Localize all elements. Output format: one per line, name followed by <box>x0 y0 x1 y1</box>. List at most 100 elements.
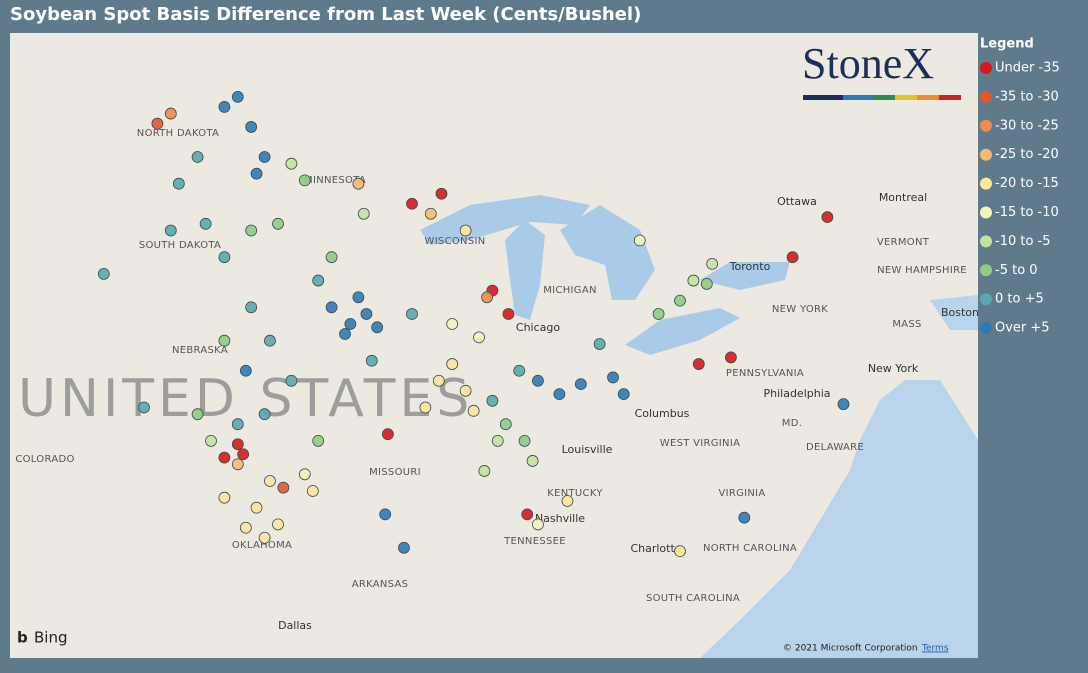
location-point <box>352 291 365 304</box>
location-point <box>205 434 217 447</box>
legend-swatch <box>980 206 992 219</box>
legend-label: -25 to -20 <box>995 147 1059 162</box>
location-point <box>532 374 544 387</box>
legend-label: -10 to -5 <box>995 234 1051 249</box>
location-point <box>379 508 392 521</box>
location-point <box>435 187 448 200</box>
location-point <box>258 531 271 544</box>
location-point <box>499 418 512 431</box>
location-point <box>432 374 445 387</box>
location-point <box>459 224 472 237</box>
place-label: PENNSYLVANIA <box>726 368 804 379</box>
location-point <box>352 177 365 190</box>
location-point <box>371 321 384 334</box>
place-label: NEBRASKA <box>172 345 228 356</box>
place-label: OKLAHOMA <box>232 540 292 551</box>
location-point <box>218 100 231 113</box>
location-point <box>245 301 258 314</box>
location-point <box>532 518 544 531</box>
lake-erie <box>625 308 740 355</box>
location-point <box>264 475 276 487</box>
legend-swatch <box>980 322 992 335</box>
location-point <box>231 438 244 451</box>
logo-bar <box>843 95 873 100</box>
location-point <box>250 167 263 180</box>
legend-swatch <box>980 148 992 161</box>
location-point <box>513 364 526 377</box>
place-label: Dallas <box>278 619 312 632</box>
location-point <box>237 448 250 461</box>
location-point <box>518 434 531 447</box>
place-label: MD. <box>782 418 802 429</box>
bing-icon: b <box>17 629 28 647</box>
location-point <box>652 308 665 320</box>
location-point <box>285 374 298 387</box>
location-point <box>199 217 212 230</box>
place-label: New York <box>868 362 919 375</box>
location-point <box>245 121 258 133</box>
location-point <box>491 434 504 447</box>
legend-swatch <box>980 235 992 248</box>
location-point <box>406 308 418 320</box>
location-point <box>344 318 357 330</box>
title: Soybean Spot Basis Difference from Last … <box>10 4 641 25</box>
location-point <box>325 301 338 314</box>
location-point <box>738 511 751 524</box>
location-point <box>674 545 686 558</box>
lake-michigan <box>505 220 545 320</box>
logo-bar <box>939 95 961 100</box>
place-label: DELAWARE <box>806 442 864 453</box>
place-label: WISCONSIN <box>425 236 486 247</box>
legend-swatch <box>980 62 992 74</box>
location-point <box>786 251 799 264</box>
location-point <box>674 294 686 307</box>
logo: StoneX <box>802 39 961 100</box>
location-point <box>306 485 319 497</box>
location-point <box>218 491 231 504</box>
legend-swatch <box>980 177 992 190</box>
location-point <box>258 408 271 421</box>
map: NORTH DAKOTA MINNESOTA SOUTH DAKOTA WISCONS… <box>10 33 979 658</box>
legend-label: -20 to -15 <box>995 176 1059 191</box>
place-label: NEW YORK <box>772 304 828 315</box>
location-point <box>561 495 574 507</box>
location-point <box>821 211 834 224</box>
place-label: KENTUCKY <box>547 488 603 499</box>
location-point <box>272 217 284 230</box>
place-label: Boston <box>941 306 979 319</box>
country-label: UNITED STATES <box>18 369 473 429</box>
location-point <box>459 384 472 397</box>
place-label: NEW HAMPSHIRE <box>877 265 967 276</box>
terms-link[interactable]: Terms <box>921 644 949 654</box>
location-point <box>446 358 459 370</box>
location-point <box>357 207 370 220</box>
location-point <box>607 371 619 384</box>
location-point <box>239 521 252 534</box>
location-point <box>360 308 373 320</box>
legend-label: Over +5 <box>995 321 1050 336</box>
logo-bar <box>895 95 917 100</box>
location-point <box>502 308 515 320</box>
location-point <box>339 328 351 340</box>
location-point <box>272 518 284 531</box>
lake-ontario <box>700 262 790 290</box>
location-point <box>264 334 276 347</box>
location-point <box>617 388 630 401</box>
place-label: NORTH DAKOTA <box>137 128 219 139</box>
location-point <box>725 351 737 364</box>
place-label: Louisville <box>562 443 613 456</box>
location-point <box>574 378 587 391</box>
location-point <box>687 274 700 287</box>
location-point <box>277 481 290 494</box>
location-point <box>692 358 705 370</box>
legend-title: Legend <box>980 37 1034 52</box>
location-point <box>151 117 164 130</box>
location-point <box>312 434 325 447</box>
place-label: MICHIGAN <box>543 285 597 296</box>
legend-swatch <box>980 119 992 132</box>
logo-bar <box>917 95 939 100</box>
location-point <box>473 331 485 344</box>
place-label: VIRGINIA <box>718 488 765 499</box>
location-point <box>138 401 150 414</box>
location-point <box>245 224 258 237</box>
